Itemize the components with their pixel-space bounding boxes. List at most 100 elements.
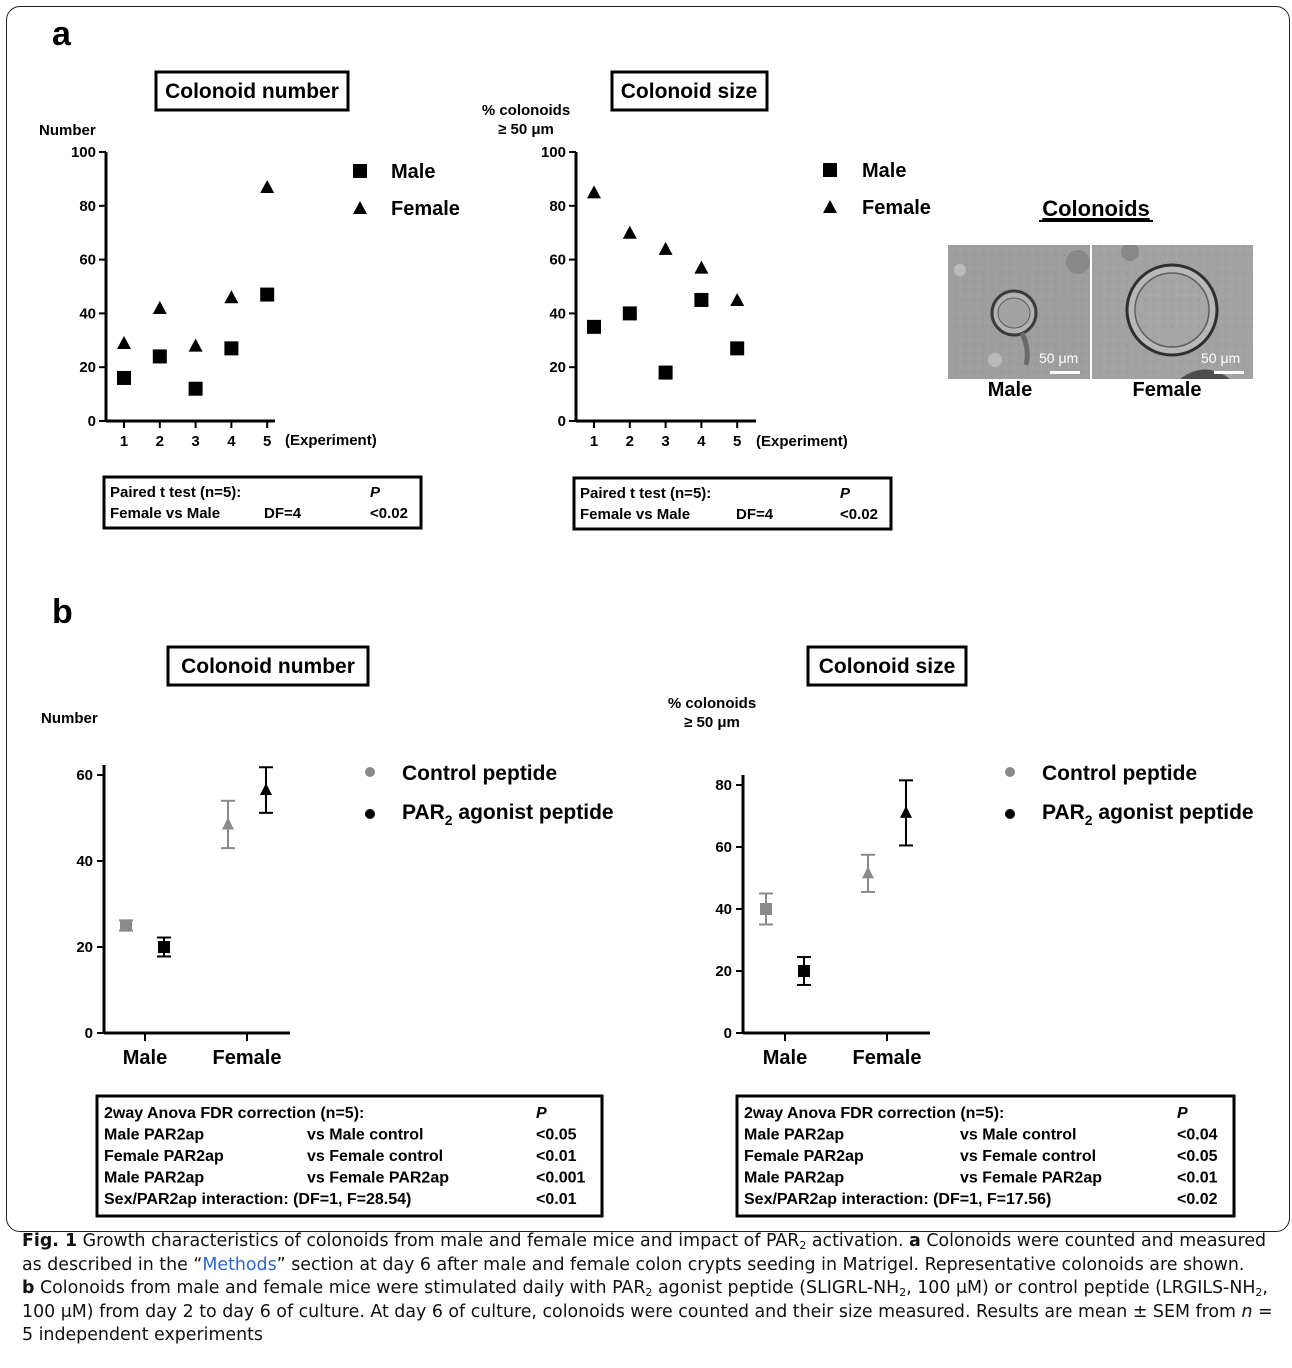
caption-b-text-1: Colonoids from male and female mice were… bbox=[34, 1278, 646, 1298]
a-size-stats-box bbox=[572, 476, 893, 531]
b-size-anova-p-header: P bbox=[1177, 1105, 1188, 1122]
b-number-anova-row-comparison: vs Female PAR2ap bbox=[307, 1170, 449, 1187]
b-size-anova-row-comparison: vs Female control bbox=[960, 1148, 1096, 1165]
b-number-anova-title: 2way Anova FDR correction (n=5): bbox=[104, 1105, 364, 1122]
b-legend-agonist-1: PAR2 agonist peptide bbox=[402, 801, 614, 828]
a-size-stats-title: Paired t test (n=5): bbox=[580, 485, 711, 502]
b-number-title: Colonoid number bbox=[181, 655, 355, 678]
a-number-xtick-label: 3 bbox=[191, 433, 199, 450]
a-size-ytick-label: 40 bbox=[549, 305, 566, 322]
a-size-point-female bbox=[587, 185, 601, 199]
b-size-anova-row-label: Female PAR2ap bbox=[744, 1148, 864, 1165]
a-number-point-female bbox=[260, 179, 275, 193]
a-number-point-male bbox=[224, 341, 239, 356]
figure-caption: Fig. 1 Growth characteristics of colonoi… bbox=[22, 1230, 1274, 1348]
caption-b-sub-2: 2 bbox=[899, 1286, 907, 1299]
b-size-anova-row-p: <0.01 bbox=[1177, 1170, 1218, 1187]
b-number-anova-row-label: Female PAR2ap bbox=[104, 1148, 224, 1165]
a-size-xtick-label: 1 bbox=[590, 433, 598, 450]
b-size-ytick-label: 60 bbox=[715, 839, 732, 856]
a-legend-female-marker-2 bbox=[823, 200, 837, 213]
b-size-ylabel-2: ≥ 50 μm bbox=[684, 714, 740, 731]
b-number-anova-row-label: Sex/PAR2ap interaction: (DF=1, F=28.54) bbox=[104, 1191, 411, 1208]
caption-b-sub-3: 2 bbox=[1255, 1286, 1263, 1299]
a-number-stats-title: Paired t test (n=5): bbox=[110, 484, 241, 501]
b-number-anova-row-comparison: vs Female control bbox=[307, 1148, 443, 1165]
a-size-xlabel: (Experiment) bbox=[756, 433, 848, 450]
b-legend-agonist-marker-2 bbox=[1005, 809, 1015, 819]
b-size-anova-row-label: Male PAR2ap bbox=[744, 1170, 844, 1187]
a-size-plot: 0 20 40 60 80 100 1 2 3 4 5 bbox=[541, 144, 756, 450]
a-legend-male-marker-1 bbox=[353, 164, 367, 178]
b-number-anova-row-p: <0.01 bbox=[536, 1148, 577, 1165]
a-number-xtick-label: 2 bbox=[156, 433, 164, 450]
b-legend-control-marker-1 bbox=[365, 767, 375, 777]
b-legend-agonist-2: PAR2 agonist peptide bbox=[1042, 801, 1254, 828]
b-number-mean-marker bbox=[260, 783, 272, 796]
a-number-point-male bbox=[188, 381, 203, 396]
b-size-ytick-label: 20 bbox=[715, 963, 732, 980]
a-number-xtick-label: 1 bbox=[120, 433, 128, 450]
b-number-anova-row-label: Male PAR2ap bbox=[104, 1127, 204, 1144]
a-size-point-female bbox=[622, 225, 637, 239]
a-number-xtick-label: 4 bbox=[227, 433, 236, 450]
a-size-stats-p: P bbox=[840, 485, 851, 502]
methods-link[interactable]: Methods bbox=[202, 1254, 277, 1275]
a-size-xtick-label: 4 bbox=[697, 433, 706, 450]
b-number-title-box bbox=[166, 645, 370, 687]
b-size-anova-row-p: <0.05 bbox=[1177, 1148, 1218, 1165]
caption-b-text-2: agonist peptide (SLIGRL-NH bbox=[652, 1278, 900, 1298]
figure-frame bbox=[6, 6, 1290, 1232]
b-size-category-label: Male bbox=[763, 1047, 807, 1069]
b-size-title: Colonoid size bbox=[819, 655, 956, 678]
a-size-title-box bbox=[610, 70, 769, 112]
b-number-ytick-label: 20 bbox=[76, 939, 93, 956]
male-image-label: Male bbox=[988, 379, 1032, 401]
a-number-stats-box bbox=[102, 475, 423, 530]
a-number-point-female bbox=[224, 290, 239, 304]
a-size-point-male bbox=[730, 341, 745, 356]
a-number-point-female bbox=[152, 301, 167, 315]
b-size-mean-marker bbox=[798, 965, 810, 977]
a-number-point-female bbox=[117, 335, 131, 349]
b-size-ylabel-1: % colonoids bbox=[668, 695, 756, 712]
a-size-xtick-label: 5 bbox=[733, 433, 741, 450]
b-size-anova-text: 2way Anova FDR correction (n=5): P Male PA… bbox=[744, 1105, 1218, 1208]
a-size-point-male bbox=[694, 292, 709, 307]
a-size-stats-row: Female vs Male bbox=[580, 506, 690, 523]
b-size-category-label: Female bbox=[853, 1047, 922, 1069]
caption-a-text-1: Colonoids were counted and measured as d… bbox=[22, 1231, 1267, 1275]
caption-a-text-2: ” section at day 6 after male and female… bbox=[276, 1254, 1245, 1275]
caption-title-end: activation. bbox=[806, 1231, 910, 1251]
caption-fig-label: Fig. 1 bbox=[22, 1231, 78, 1251]
panel-a-label: a bbox=[52, 15, 72, 53]
a-size-ytick-label: 20 bbox=[549, 359, 566, 376]
caption-b-sub-1: 2 bbox=[645, 1286, 653, 1299]
a-size-xtick-label: 3 bbox=[661, 433, 669, 450]
a-size-ytick-label: 0 bbox=[558, 413, 566, 430]
a-number-point-male bbox=[117, 370, 131, 385]
a-size-ytick-label: 60 bbox=[549, 252, 566, 269]
a-size-point-male bbox=[658, 365, 673, 380]
b-number-mean-marker bbox=[120, 919, 132, 932]
a-number-stats-pval: <0.02 bbox=[370, 505, 408, 522]
panel-b-label: b bbox=[52, 593, 73, 631]
b-size-anova-row-comparison: vs Male control bbox=[960, 1127, 1076, 1144]
a-number-ylabel: Number bbox=[39, 122, 96, 139]
b-number-ylabel: Number bbox=[41, 710, 98, 727]
a-legend-male-2: Male bbox=[862, 160, 906, 182]
figure-canvas: a Colonoid number Colonoid size Number %… bbox=[39, 15, 1254, 1218]
b-size-anova-row-p: <0.04 bbox=[1177, 1127, 1218, 1144]
a-number-title: Colonoid number bbox=[165, 80, 339, 103]
a-size-point-male bbox=[587, 319, 601, 334]
b-number-anova-row-p: <0.05 bbox=[536, 1127, 577, 1144]
b-number-anova-row-p: <0.001 bbox=[536, 1170, 585, 1187]
a-size-ytick-label: 100 bbox=[541, 144, 566, 161]
b-legend-control-marker-2 bbox=[1005, 767, 1015, 777]
a-number-title-box bbox=[154, 70, 350, 112]
caption-b-text-4: , 100 μM) from day 2 to day 6 of culture… bbox=[22, 1278, 1268, 1322]
female-colonoid-image: 50 μm bbox=[1092, 245, 1253, 379]
a-number-ytick-label: 100 bbox=[71, 144, 96, 161]
b-number-anova-row-p: <0.01 bbox=[536, 1191, 577, 1208]
a-number-point-male bbox=[152, 349, 167, 364]
